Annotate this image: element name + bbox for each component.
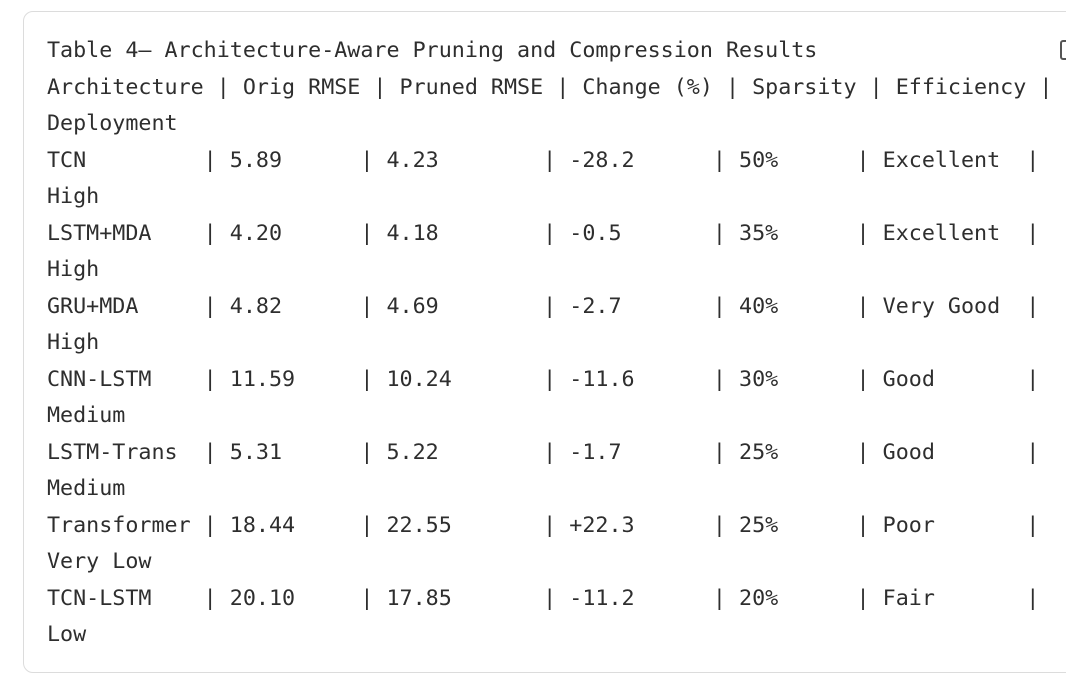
row-continuation: High — [47, 330, 100, 355]
row-line: LSTM-Trans | 5.31 | 5.22 | -1.7 | 25% | … — [47, 439, 1040, 465]
row-continuation: Low — [47, 622, 87, 647]
row-line: Transformer | 18.44 | 22.55 | +22.3 | 25… — [47, 512, 1040, 538]
row-continuation: Medium — [47, 403, 126, 428]
table-text: Table 4— Architecture-Aware Pruning and … — [47, 33, 1052, 654]
code-card — [23, 11, 1066, 673]
row-line: GRU+MDA | 4.82 | 4.69 | -2.7 | 40% | Ver… — [47, 293, 1040, 319]
row-continuation: High — [47, 184, 100, 209]
table-title: Table 4— Architecture-Aware Pruning and … — [47, 38, 818, 63]
copy-button[interactable] — [1060, 40, 1066, 60]
row-line: TCN-LSTM | 20.10 | 17.85 | -11.2 | 20% |… — [47, 585, 1040, 611]
header-continuation: Deployment — [47, 111, 178, 136]
row-line: LSTM+MDA | 4.20 | 4.18 | -0.5 | 35% | Ex… — [47, 220, 1040, 246]
row-continuation: Very Low — [47, 549, 152, 574]
row-continuation: Medium — [47, 476, 126, 501]
row-line: TCN | 5.89 | 4.23 | -28.2 | 50% | Excell… — [47, 147, 1040, 173]
row-continuation: High — [47, 257, 100, 282]
row-line: CNN-LSTM | 11.59 | 10.24 | -11.6 | 30% |… — [47, 366, 1040, 392]
header-line: Architecture | Orig RMSE | Pruned RMSE |… — [47, 74, 1053, 100]
